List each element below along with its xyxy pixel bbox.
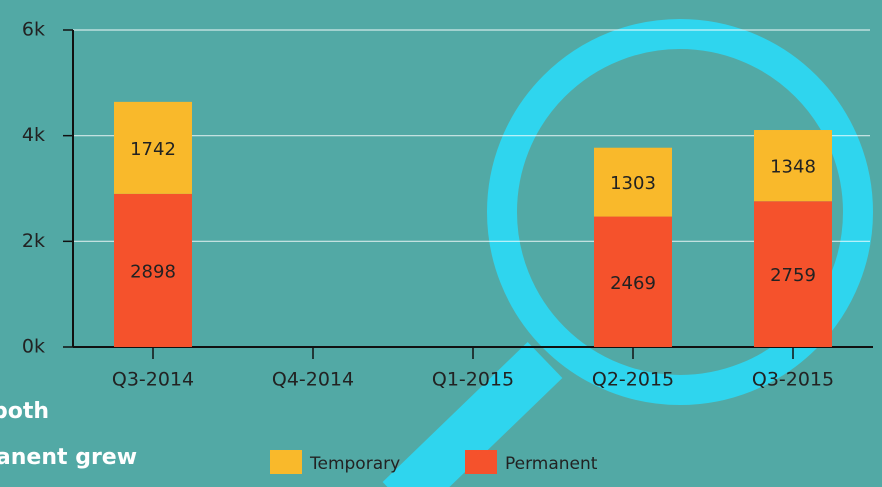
x-tick-label: Q1-2015 (432, 369, 514, 391)
value-label: 1303 (610, 173, 656, 194)
bar-segment (114, 101, 192, 194)
value-label: 2898 (130, 261, 176, 282)
y-tick-label: 0k (22, 336, 45, 358)
x-tick-label: Q3-2014 (112, 369, 194, 391)
annotation: both (0, 399, 49, 424)
value-label: 1348 (770, 157, 816, 178)
y-tick-label: 4k (22, 124, 45, 146)
legend-swatch (270, 450, 302, 474)
legend-label: Permanent (505, 454, 598, 474)
plot: 0k 2k 4k 6k Q3-2014 2898 1742 Q4-2014 Q1-2015 Q2-… (22, 19, 873, 474)
legend-label: Temporary (309, 454, 400, 474)
legend-swatch (465, 450, 497, 474)
value-label: 2759 (770, 265, 816, 286)
magnifier-handle (382, 342, 563, 487)
magnifier-decoration (382, 19, 873, 487)
annotation: manent grew (0, 445, 137, 470)
bar-segment (114, 193, 192, 347)
bar-segment (754, 130, 832, 202)
x-tick-label: Q2-2015 (592, 369, 674, 391)
x-tick-label: Q4-2014 (272, 369, 354, 391)
bar-segment (754, 201, 832, 347)
x-tick-label: Q3-2015 (752, 369, 834, 391)
bar-segment (594, 147, 672, 217)
y-tick-label: 2k (22, 230, 45, 252)
y-tick-label: 6k (22, 19, 45, 41)
magnifier-ring (487, 19, 873, 405)
value-label: 2469 (610, 273, 656, 294)
bar-segment (594, 216, 672, 347)
value-label: 1742 (130, 139, 176, 160)
